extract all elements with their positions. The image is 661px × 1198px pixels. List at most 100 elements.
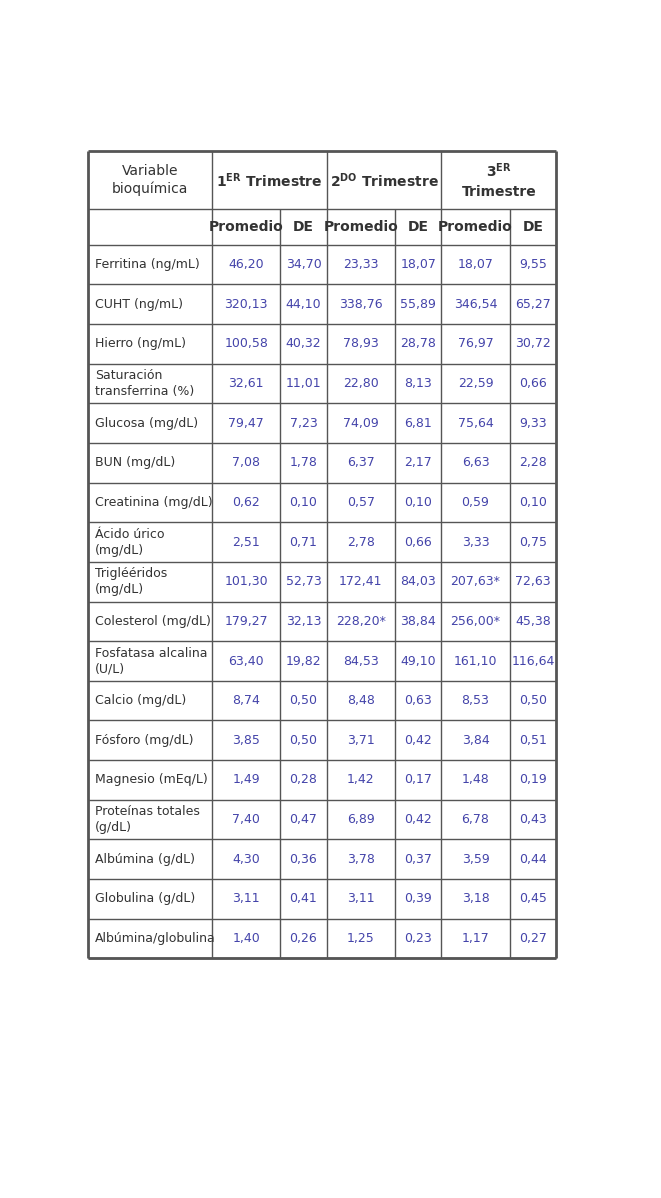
Text: 0,66: 0,66 bbox=[405, 536, 432, 549]
Text: Calcio (mg/dL): Calcio (mg/dL) bbox=[95, 694, 186, 707]
Text: Colesterol (mg/dL): Colesterol (mg/dL) bbox=[95, 615, 211, 628]
Text: 45,38: 45,38 bbox=[515, 615, 551, 628]
Text: 23,33: 23,33 bbox=[343, 258, 379, 271]
Text: Albúmina/globulina: Albúmina/globulina bbox=[95, 932, 215, 945]
Text: 207,63*: 207,63* bbox=[451, 575, 500, 588]
Text: Variable
bioquímica: Variable bioquímica bbox=[112, 164, 188, 196]
Text: 0,59: 0,59 bbox=[461, 496, 490, 509]
Text: 18,07: 18,07 bbox=[457, 258, 494, 271]
Text: 63,40: 63,40 bbox=[228, 654, 264, 667]
Text: 0,50: 0,50 bbox=[290, 734, 317, 746]
Text: 8,48: 8,48 bbox=[347, 694, 375, 707]
Text: DE: DE bbox=[293, 220, 314, 234]
Text: 256,00*: 256,00* bbox=[451, 615, 500, 628]
Text: 7,08: 7,08 bbox=[232, 456, 260, 470]
Text: 9,33: 9,33 bbox=[519, 417, 547, 430]
Text: 0,45: 0,45 bbox=[519, 893, 547, 906]
Text: 320,13: 320,13 bbox=[224, 297, 268, 310]
Text: 49,10: 49,10 bbox=[401, 654, 436, 667]
Text: 3,78: 3,78 bbox=[347, 853, 375, 866]
Text: 2,17: 2,17 bbox=[405, 456, 432, 470]
Text: Promedio: Promedio bbox=[438, 220, 513, 234]
Text: 32,61: 32,61 bbox=[229, 377, 264, 389]
Text: 0,27: 0,27 bbox=[519, 932, 547, 945]
Text: 0,63: 0,63 bbox=[405, 694, 432, 707]
Text: 0,66: 0,66 bbox=[519, 377, 547, 389]
Text: 101,30: 101,30 bbox=[224, 575, 268, 588]
Text: 6,89: 6,89 bbox=[347, 813, 375, 827]
Text: 0,39: 0,39 bbox=[405, 893, 432, 906]
Text: Creatinina (mg/dL): Creatinina (mg/dL) bbox=[95, 496, 213, 509]
Text: Promedio: Promedio bbox=[209, 220, 284, 234]
Text: 0,75: 0,75 bbox=[519, 536, 547, 549]
Text: 1,17: 1,17 bbox=[461, 932, 489, 945]
Text: 4,30: 4,30 bbox=[232, 853, 260, 866]
Text: 0,44: 0,44 bbox=[519, 853, 547, 866]
Text: Globulina (g/dL): Globulina (g/dL) bbox=[95, 893, 195, 906]
Text: Proteínas totales
(g/dL): Proteínas totales (g/dL) bbox=[95, 805, 200, 834]
Text: 0,26: 0,26 bbox=[290, 932, 317, 945]
Text: 22,80: 22,80 bbox=[343, 377, 379, 389]
Text: Magnesio (mEq/L): Magnesio (mEq/L) bbox=[95, 774, 208, 786]
Text: 3,71: 3,71 bbox=[347, 734, 375, 746]
Text: 30,72: 30,72 bbox=[515, 338, 551, 350]
Text: 179,27: 179,27 bbox=[224, 615, 268, 628]
Text: 38,84: 38,84 bbox=[401, 615, 436, 628]
Text: Ferritina (ng/mL): Ferritina (ng/mL) bbox=[95, 258, 200, 271]
Text: 8,74: 8,74 bbox=[232, 694, 260, 707]
Text: 116,64: 116,64 bbox=[511, 654, 555, 667]
Text: 0,43: 0,43 bbox=[519, 813, 547, 827]
Text: 1,48: 1,48 bbox=[461, 774, 489, 786]
Text: 0,37: 0,37 bbox=[405, 853, 432, 866]
Text: 0,10: 0,10 bbox=[405, 496, 432, 509]
Text: 3,85: 3,85 bbox=[232, 734, 260, 746]
Text: 84,53: 84,53 bbox=[343, 654, 379, 667]
Text: 1,42: 1,42 bbox=[347, 774, 375, 786]
Text: Triglééridos
(mg/dL): Triglééridos (mg/dL) bbox=[95, 567, 167, 597]
Text: Glucosa (mg/dL): Glucosa (mg/dL) bbox=[95, 417, 198, 430]
Text: 100,58: 100,58 bbox=[224, 338, 268, 350]
Text: Fósforo (mg/dL): Fósforo (mg/dL) bbox=[95, 734, 194, 746]
Text: $\mathbf{1}^{\mathbf{ER}}$ Trimestre: $\mathbf{1}^{\mathbf{ER}}$ Trimestre bbox=[216, 171, 323, 189]
Text: 52,73: 52,73 bbox=[286, 575, 321, 588]
Text: 9,55: 9,55 bbox=[519, 258, 547, 271]
Text: 7,23: 7,23 bbox=[290, 417, 317, 430]
Text: 75,64: 75,64 bbox=[457, 417, 493, 430]
Text: 0,28: 0,28 bbox=[290, 774, 317, 786]
Text: 40,32: 40,32 bbox=[286, 338, 321, 350]
Text: CUHT (ng/mL): CUHT (ng/mL) bbox=[95, 297, 183, 310]
Text: Fosfatasa alcalina
(U/L): Fosfatasa alcalina (U/L) bbox=[95, 647, 208, 676]
Text: 3,11: 3,11 bbox=[232, 893, 260, 906]
Text: 3,59: 3,59 bbox=[461, 853, 489, 866]
Text: 338,76: 338,76 bbox=[339, 297, 383, 310]
Text: 3,33: 3,33 bbox=[462, 536, 489, 549]
Text: 0,71: 0,71 bbox=[290, 536, 317, 549]
Text: 55,89: 55,89 bbox=[401, 297, 436, 310]
Text: 7,40: 7,40 bbox=[232, 813, 260, 827]
Text: Promedio: Promedio bbox=[323, 220, 398, 234]
Text: 32,13: 32,13 bbox=[286, 615, 321, 628]
Text: 2,78: 2,78 bbox=[347, 536, 375, 549]
Text: 0,19: 0,19 bbox=[519, 774, 547, 786]
Text: 22,59: 22,59 bbox=[457, 377, 493, 389]
Text: Saturación
transferrina (%): Saturación transferrina (%) bbox=[95, 369, 194, 398]
Text: 8,53: 8,53 bbox=[461, 694, 490, 707]
Text: 0,42: 0,42 bbox=[405, 734, 432, 746]
Text: 28,78: 28,78 bbox=[401, 338, 436, 350]
Text: 65,27: 65,27 bbox=[515, 297, 551, 310]
Text: 6,37: 6,37 bbox=[347, 456, 375, 470]
Text: DE: DE bbox=[522, 220, 543, 234]
Text: 3,18: 3,18 bbox=[461, 893, 489, 906]
Text: 76,97: 76,97 bbox=[457, 338, 493, 350]
Text: 0,10: 0,10 bbox=[290, 496, 317, 509]
Text: 0,42: 0,42 bbox=[405, 813, 432, 827]
Text: 11,01: 11,01 bbox=[286, 377, 321, 389]
Text: 1,25: 1,25 bbox=[347, 932, 375, 945]
Text: 0,50: 0,50 bbox=[519, 694, 547, 707]
Text: 44,10: 44,10 bbox=[286, 297, 321, 310]
Text: 84,03: 84,03 bbox=[401, 575, 436, 588]
Text: 0,36: 0,36 bbox=[290, 853, 317, 866]
Text: 0,50: 0,50 bbox=[290, 694, 317, 707]
Text: 78,93: 78,93 bbox=[343, 338, 379, 350]
Text: 0,10: 0,10 bbox=[519, 496, 547, 509]
